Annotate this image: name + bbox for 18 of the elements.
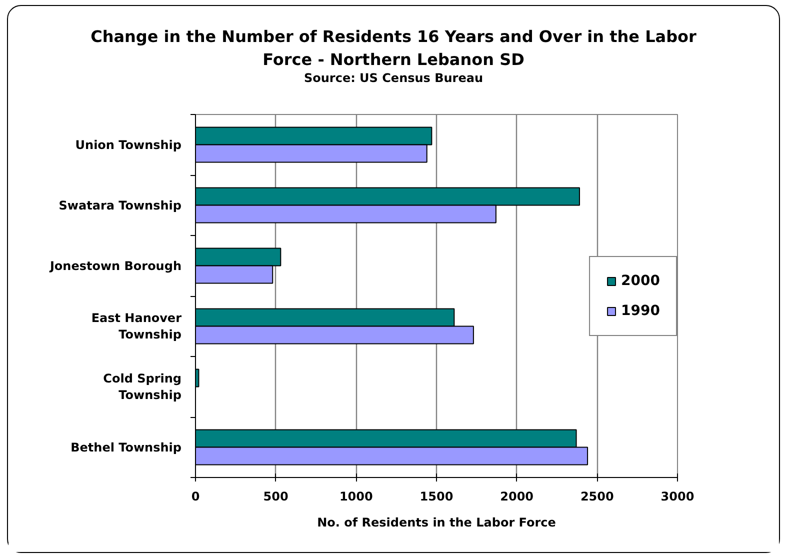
y-tick-label: Jonestown Borough xyxy=(48,258,182,273)
x-tick-label: 2000 xyxy=(500,490,534,504)
x-tick-label: 0 xyxy=(191,490,200,504)
legend-label: 2000 xyxy=(621,272,660,288)
chart-title: Change in the Number of Residents 16 Years and Over in the Labor Force - Northern Lebanon SD xyxy=(90,26,696,71)
x-tick-label: 3000 xyxy=(660,490,694,504)
source-note: Source: US Census Bureau xyxy=(304,71,484,85)
x-tick-label: 500 xyxy=(263,490,288,504)
x-tick-label: 2500 xyxy=(580,490,614,504)
x-axis-title: No. of Residents in the Labor Force xyxy=(317,516,556,530)
y-tick-label: East Hanover Township xyxy=(91,310,182,342)
y-tick-label: Union Township xyxy=(75,138,182,152)
y-tick-label: Cold Spring Township xyxy=(103,371,182,402)
x-tick-label: 1000 xyxy=(339,490,373,504)
x-tick-label: 1500 xyxy=(420,490,454,504)
legend-label: 1990 xyxy=(621,302,660,318)
y-tick-label: Swatara Township xyxy=(58,198,182,212)
y-tick-label: Bethel Township xyxy=(70,440,182,454)
